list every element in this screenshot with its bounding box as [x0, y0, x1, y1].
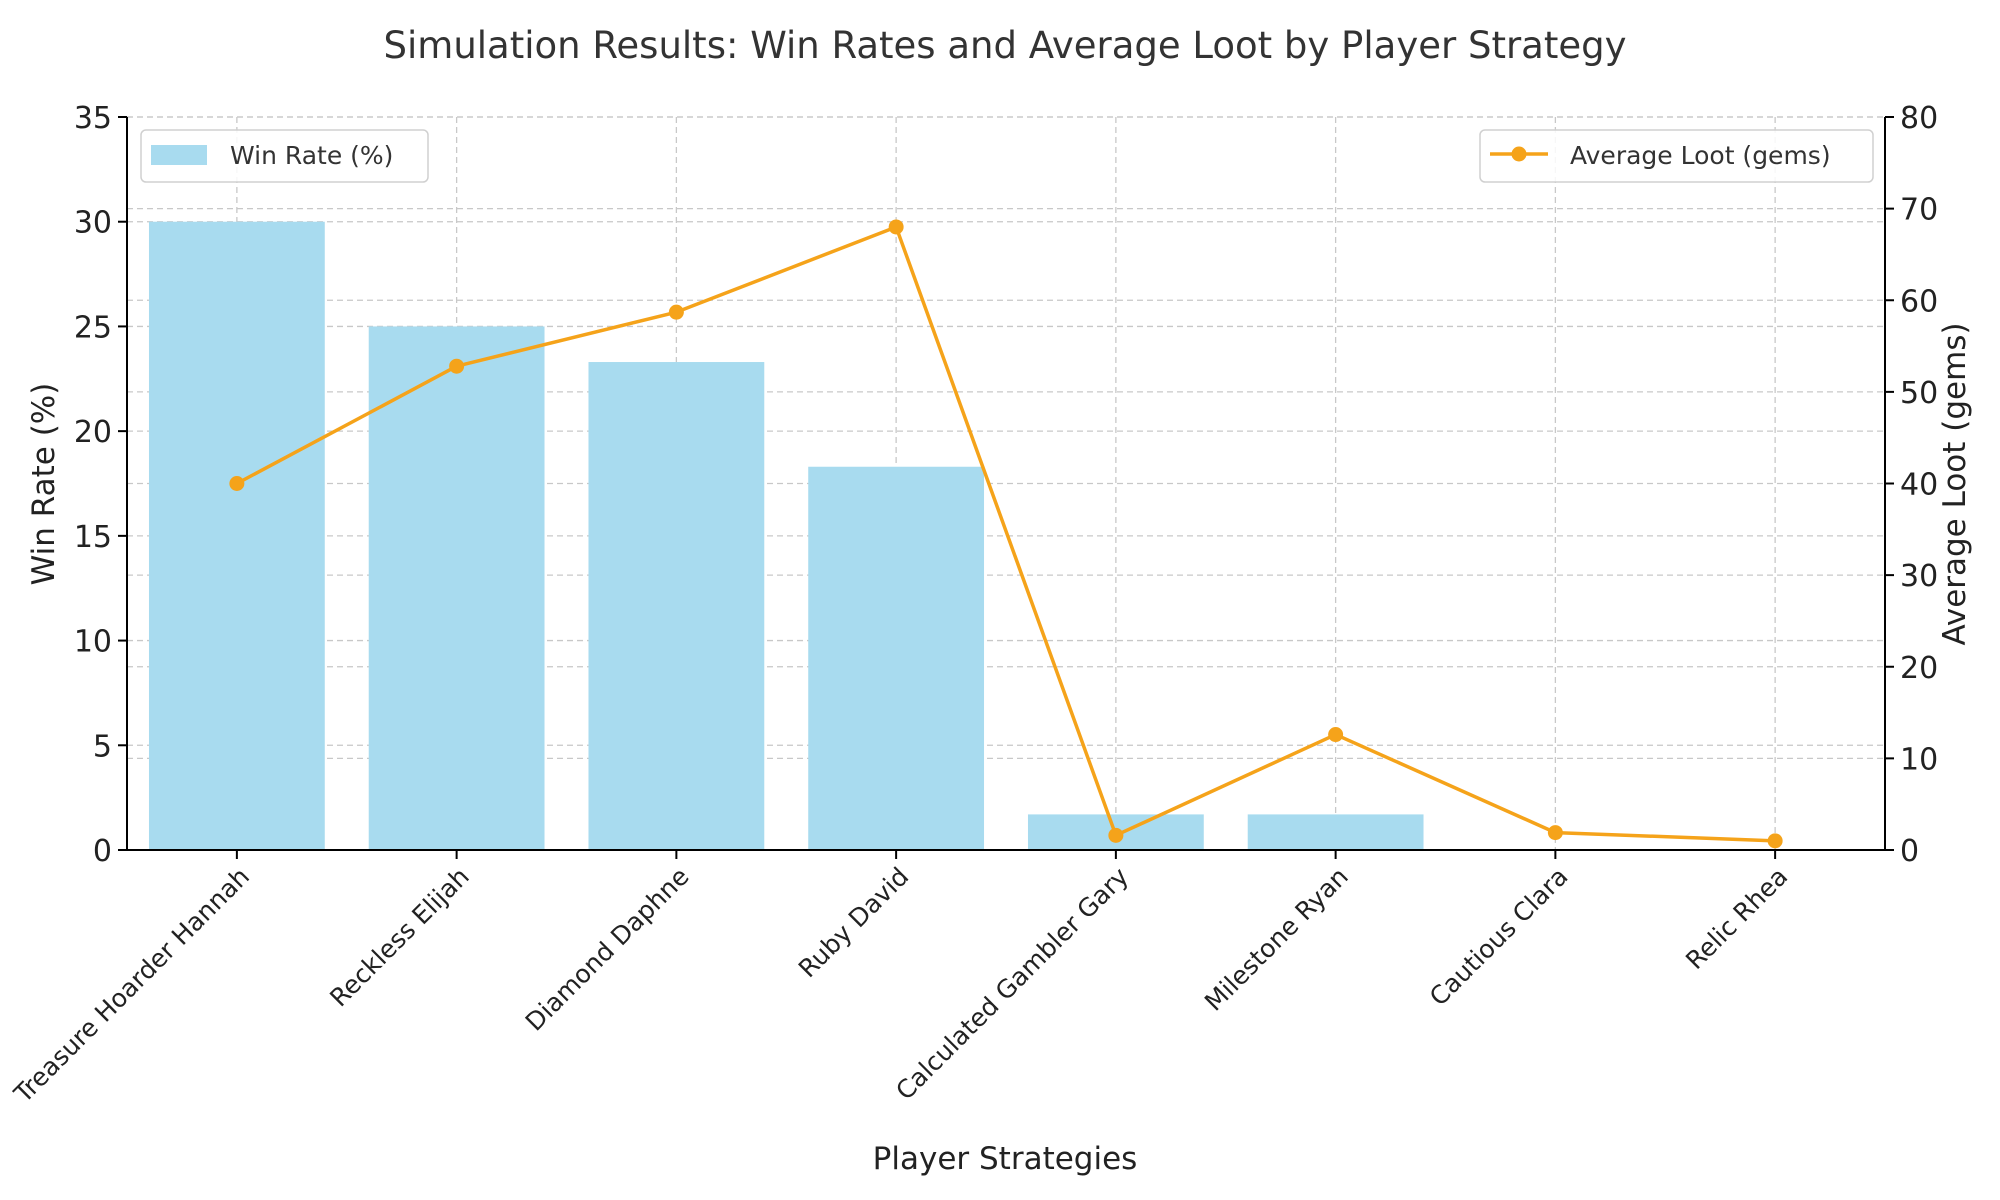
tick-label-right: 80: [1900, 101, 1938, 136]
category-label: Reckless Elijah: [324, 862, 475, 1013]
legend-average-loot-label: Average Loot (gems): [1570, 141, 1831, 170]
loot-point-4: [888, 219, 904, 235]
y-ticks-right: 0 10 20 30 40 50 60 70 80: [1885, 101, 1938, 869]
legend-win-rate-label: Win Rate (%): [230, 141, 393, 170]
legend-line-marker: [1511, 146, 1527, 162]
y-axis-label-right: Average Loot (gems): [1937, 322, 1973, 645]
tick-label-left: 35: [74, 101, 112, 136]
average-loot-line: [229, 219, 1783, 849]
legend-average-loot: Average Loot (gems): [1479, 129, 1874, 183]
tick-label-left: 20: [74, 415, 112, 450]
tick-label-left: 25: [74, 310, 112, 345]
tick-label-right: 60: [1900, 284, 1938, 319]
loot-point-6: [1328, 727, 1344, 743]
legend-win-rate: Win Rate (%): [140, 129, 429, 183]
category-label: Relic Rhea: [1680, 862, 1793, 975]
tick-label-right: 40: [1900, 468, 1938, 503]
bar-6: [1247, 814, 1424, 850]
loot-point-1: [229, 476, 245, 491]
win-rate-bars: [148, 221, 1424, 850]
loot-point-5: [1108, 827, 1124, 843]
loot-point-8: [1767, 833, 1783, 849]
tick-label-left: 30: [74, 206, 112, 241]
tick-label-left: 15: [74, 520, 112, 555]
tick-label-left: 10: [74, 625, 112, 660]
category-label: Ruby David: [793, 862, 915, 984]
average-loot-polyline: [236, 225, 1776, 843]
category-label: Diamond Daphne: [520, 862, 695, 1037]
bar-2: [368, 326, 545, 850]
chart-title: Simulation Results: Win Rates and Averag…: [384, 24, 1627, 67]
tick-label-right: 30: [1900, 559, 1938, 594]
bar-4: [808, 466, 985, 850]
tick-label-right: 0: [1900, 834, 1919, 869]
x-axis-label: Player Strategies: [873, 1141, 1138, 1177]
legend-frame: [1479, 129, 1874, 183]
loot-point-2: [449, 358, 465, 374]
legend-frame: [140, 129, 429, 183]
y-ticks-left: 0 5 10 15 20 25 30 35: [74, 101, 127, 869]
category-label: Treasure Hoarder Hannah: [8, 862, 255, 1109]
tick-label-right: 50: [1900, 376, 1938, 411]
category-label: Calculated Gambler Gary: [890, 862, 1134, 1106]
legend-bar-swatch: [151, 145, 207, 165]
loot-point-7: [1547, 825, 1563, 841]
loot-point-3: [668, 304, 684, 320]
x-ticks: Treasure Hoarder Hannah Reckless Elijah Di…: [8, 850, 1793, 1109]
bar-1: [148, 221, 325, 850]
tick-label-right: 10: [1900, 742, 1938, 777]
tick-label-left: 5: [93, 729, 112, 764]
category-label: Cautious Clara: [1424, 862, 1574, 1012]
y-axis-label-left: Win Rate (%): [26, 383, 62, 586]
bar-3: [588, 362, 765, 850]
tick-label-right: 20: [1900, 651, 1938, 686]
tick-label-left: 0: [93, 834, 112, 869]
tick-label-right: 70: [1900, 193, 1938, 228]
category-label: Milestone Ryan: [1199, 862, 1354, 1017]
